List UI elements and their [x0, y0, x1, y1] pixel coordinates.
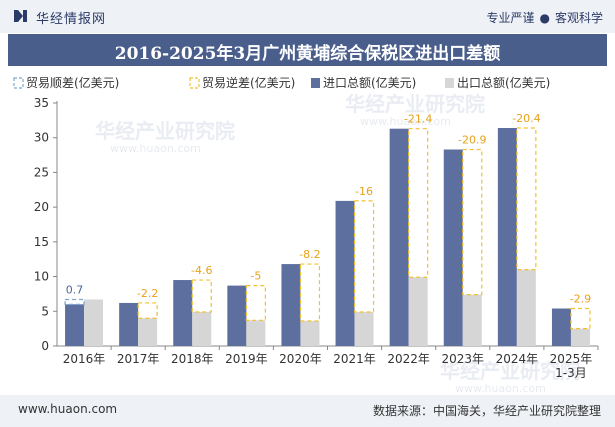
footer-url[interactable]: www.huaon.com [18, 402, 118, 416]
x-tick-label-line: 2023年 [441, 352, 484, 366]
balance-data-label: 0.7 [66, 283, 84, 296]
deficit-box [570, 307, 591, 330]
slogan-left: 专业严谨 [486, 11, 535, 25]
balance-data-label: -8.2 [299, 248, 320, 261]
chart-title: 2016-2025年3月广州黄埔综合保税区进出口差额 [114, 44, 501, 64]
export-bar [408, 277, 428, 346]
legend-swatch-import [311, 78, 320, 88]
x-tick-label: 2017年 [117, 352, 160, 366]
balance-data-label: -20.9 [458, 134, 486, 147]
brand-logo-icon [14, 10, 27, 22]
x-tick-label-line: 2017年 [117, 352, 160, 366]
import-bar [497, 127, 517, 346]
x-tick-label-line: 2018年 [171, 352, 214, 366]
y-tick-label: 0 [41, 339, 49, 353]
import-bar [281, 264, 301, 346]
import-bar [227, 285, 247, 346]
import-bar [443, 149, 463, 346]
deficit-box [191, 279, 212, 313]
export-bar [138, 318, 158, 346]
export-bar [516, 269, 536, 346]
x-tick-label: 2021年 [333, 352, 376, 366]
balance-data-label: -21.4 [404, 113, 432, 126]
x-tick-label-line: 2025年 [550, 352, 593, 366]
x-tick-label-line: 2022年 [387, 352, 430, 366]
watermark-text: 华经产业研究院 [440, 359, 580, 383]
deficit-box [137, 302, 158, 319]
x-tick-label-line: 1-3月 [555, 366, 587, 380]
x-tick-label: 2025年 1-3月 [550, 352, 593, 380]
deficit-box [516, 127, 537, 271]
x-tick-label-line: 2019年 [225, 352, 268, 366]
export-bar [354, 311, 374, 346]
import-bar [65, 304, 85, 346]
import-bar [335, 200, 355, 346]
legend-label-surplus: 贸易顺差(亿美元) [26, 75, 119, 90]
deficit-box [299, 263, 321, 322]
watermark-url: www.huaon.com [110, 142, 201, 155]
x-tick-label: 2018年 [171, 352, 214, 366]
footer-source: 数据来源：中国海关，华经产业研究院整理 [372, 404, 601, 418]
y-tick-label: 35 [34, 96, 49, 110]
footer-bar: www.huaon.com 数据来源：中国海关，华经产业研究院整理 [0, 395, 615, 427]
export-bar [192, 311, 212, 346]
balance-data-label: -4.6 [191, 264, 212, 277]
y-tick-label: 20 [34, 200, 49, 214]
balance-data-label: -2.9 [570, 293, 591, 306]
slogan-right: 客观科学 [554, 11, 603, 25]
legend-swatch-surplus [13, 77, 24, 89]
balance-data-label: -16 [355, 185, 373, 198]
watermark-url: www.huaon.com [455, 382, 546, 395]
legend-swatch-export [445, 78, 454, 88]
slogan: 专业严谨 ● 客观科学 [486, 9, 603, 26]
title-bar: 2016-2025年3月广州黄埔综合保税区进出口差额 [8, 34, 607, 66]
y-tick-label: 10 [34, 270, 49, 284]
import-bar [173, 280, 193, 346]
import-bar [389, 128, 409, 346]
header-bar: 华经情报网 专业严谨 ● 客观科学 [0, 0, 615, 33]
balance-data-label: -20.4 [512, 112, 540, 125]
x-tick-label-line: 2016年 [63, 352, 106, 366]
watermark-text: 华经产业研究院 [95, 119, 235, 143]
x-tick-label: 2023年 [441, 352, 484, 366]
x-tick-label: 2020年 [279, 352, 322, 366]
brand-name: 华经情报网 [36, 12, 107, 27]
y-tick-label: 5 [41, 304, 49, 318]
deficit-box [462, 148, 483, 296]
balance-data-label: -2.2 [137, 287, 158, 300]
watermark-text: 华经产业研究院 [345, 92, 485, 116]
x-tick-label: 2016年 [63, 352, 106, 366]
legend-label-deficit: 贸易逆差(亿美元) [202, 75, 295, 90]
legend-swatch-deficit [189, 77, 200, 89]
export-bar [300, 321, 320, 346]
x-tick-label: 2022年 [387, 352, 430, 366]
export-bar [84, 299, 104, 346]
import-bar [551, 308, 571, 346]
export-bar [246, 320, 266, 346]
legend-label-import: 进口总额(亿美元) [323, 75, 416, 90]
chart-area: 华经产业研究院www.huaon.com华经产业研究院www.huaon.com… [13, 75, 599, 395]
y-tick-label: 25 [34, 165, 49, 179]
deficit-box [245, 284, 266, 321]
deficit-box [408, 128, 429, 278]
x-tick-label-line: 2024年 [496, 352, 539, 366]
y-tick-label: 15 [34, 235, 49, 249]
export-bar [462, 294, 482, 346]
import-bar [119, 302, 139, 346]
legend-label-export: 出口总额(亿美元) [457, 75, 550, 90]
slogan-separator: ● [539, 11, 550, 25]
watermark-url: www.huaon.com [360, 115, 451, 128]
y-tick-label: 30 [34, 131, 49, 145]
surplus-box [64, 298, 85, 305]
deficit-box [353, 200, 375, 313]
x-tick-label: 2024年 [496, 352, 539, 366]
balance-data-label: -5 [250, 270, 261, 283]
x-tick-label: 2019年 [225, 352, 268, 366]
export-bar [570, 328, 590, 346]
x-tick-label-line: 2020年 [279, 352, 322, 366]
x-tick-label-line: 2021年 [333, 352, 376, 366]
